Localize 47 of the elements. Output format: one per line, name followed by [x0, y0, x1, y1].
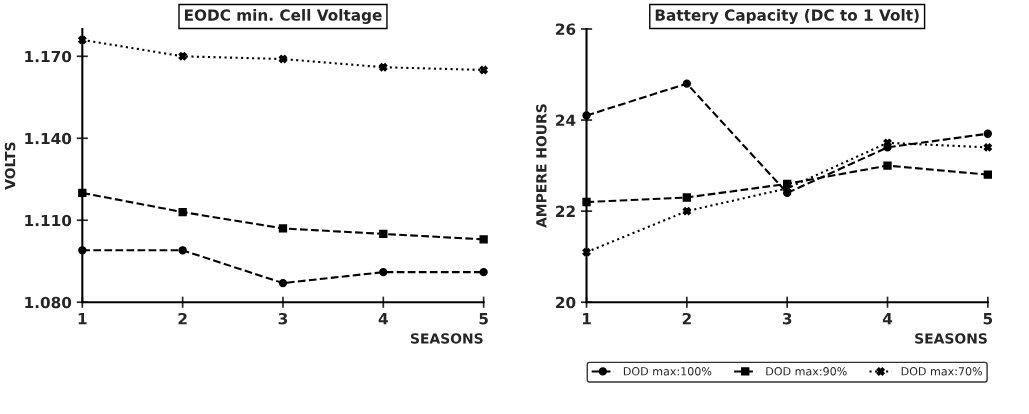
- y-tick-label: 1.170: [25, 50, 72, 63]
- x-tick-label: 3: [278, 312, 288, 325]
- point: [178, 207, 187, 217]
- chart-title: EODC min. Cell Voltage: [184, 9, 382, 24]
- x-tick-label: 1: [78, 313, 87, 325]
- y-tick-label: 1.110: [25, 214, 72, 227]
- point: [983, 170, 993, 179]
- point: [883, 138, 892, 147]
- x-tick-label: 5: [983, 313, 993, 325]
- point: [479, 235, 488, 244]
- x-tick-label: 5: [479, 313, 488, 325]
- point: [883, 161, 892, 170]
- y-tick-label: 1.140: [25, 132, 72, 145]
- y-axis-title: VOLTS: [4, 142, 16, 190]
- point: [178, 246, 187, 255]
- x-tick-label: 3: [782, 312, 792, 325]
- point: [278, 278, 288, 288]
- x-tick-label: 4: [882, 313, 893, 325]
- x-axis-title: SEASONS: [410, 333, 483, 344]
- legend-label: DOD max:70%: [901, 367, 983, 376]
- point: [278, 224, 288, 233]
- x-tick-label: 4: [378, 313, 388, 325]
- point: [983, 129, 993, 138]
- point: [479, 267, 488, 277]
- point: [682, 206, 692, 216]
- y-tick-label: 26: [556, 23, 576, 35]
- point: [479, 65, 488, 75]
- y-tick-label: 20: [556, 296, 576, 309]
- x-tick-label: 2: [682, 312, 691, 325]
- x-tick-label: 1: [582, 313, 591, 325]
- x-tick-label: 2: [178, 312, 187, 325]
- y-tick-label: 24: [556, 114, 576, 126]
- legend-label: DOD max:90%: [766, 367, 847, 376]
- y-axis-title: AMPERE HOURS: [536, 104, 547, 228]
- point: [682, 79, 692, 88]
- point: [983, 143, 993, 152]
- legend-label: DOD max:100%: [623, 367, 712, 376]
- y-tick-label: 22: [556, 205, 575, 217]
- point: [178, 52, 187, 61]
- chart-title: Battery Capacity (DC to 1 Volt): [655, 9, 919, 24]
- x-axis-title: SEASONS: [915, 333, 987, 344]
- point: [682, 193, 692, 202]
- point: [278, 54, 288, 64]
- point: [379, 229, 388, 239]
- y-tick-label: 1.080: [25, 296, 72, 309]
- point: [379, 267, 388, 277]
- point: [379, 63, 388, 72]
